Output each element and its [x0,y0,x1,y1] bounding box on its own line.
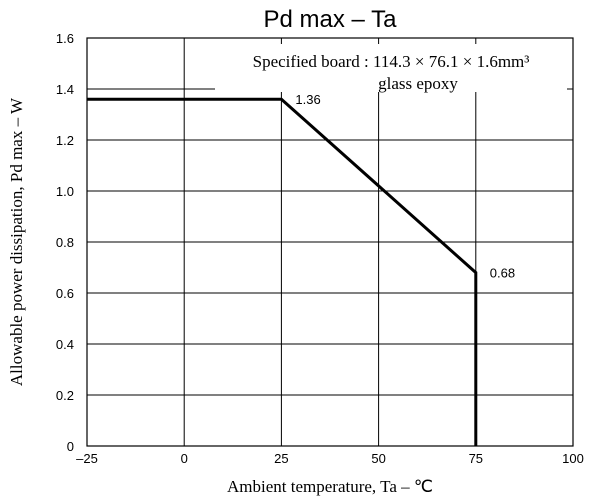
plot-frame [86,37,574,447]
tick-labels: 00.20.40.60.81.01.21.41.6–25 0 25 50 75 100 [56,31,584,466]
data-label: 0.68 [490,266,515,281]
y-tick-label: 0.8 [56,235,74,250]
y-tick-label: 0.2 [56,388,74,403]
x-tick-label: 50 [371,451,385,466]
x-tick-label: 0 [181,451,188,466]
y-tick-label: 0 [67,439,74,454]
series-layer [87,97,478,446]
x-axis-label: Ambient temperature, Ta – ℃ [227,477,433,496]
y-tick-label: 1.2 [56,133,74,148]
board-note-line-2: glass epoxy [378,74,458,93]
y-axis-label: Allowable power dissipation, Pd max – W [7,97,26,386]
y-tick-label: 0.4 [56,337,74,352]
data-label: 1.36 [295,92,320,107]
note-background [215,44,567,92]
y-tick-label: 1.0 [56,184,74,199]
y-tick-label: 1.6 [56,31,74,46]
data-labels: 1.36 0.68 [295,92,515,280]
y-tick-label: 1.4 [56,82,74,97]
chart-title: Pd max – Ta [264,6,398,33]
x-tick-label: 25 [274,451,288,466]
x-tick-label: 75 [469,451,483,466]
board-note-line-1: Specified board : 114.3 × 76.1 × 1.6mm³ [253,52,530,71]
x-tick-label: –25 [76,451,98,466]
pd-derating-line [87,97,478,446]
y-tick-label: 0.6 [56,286,74,301]
x-tick-label: 100 [562,451,584,466]
